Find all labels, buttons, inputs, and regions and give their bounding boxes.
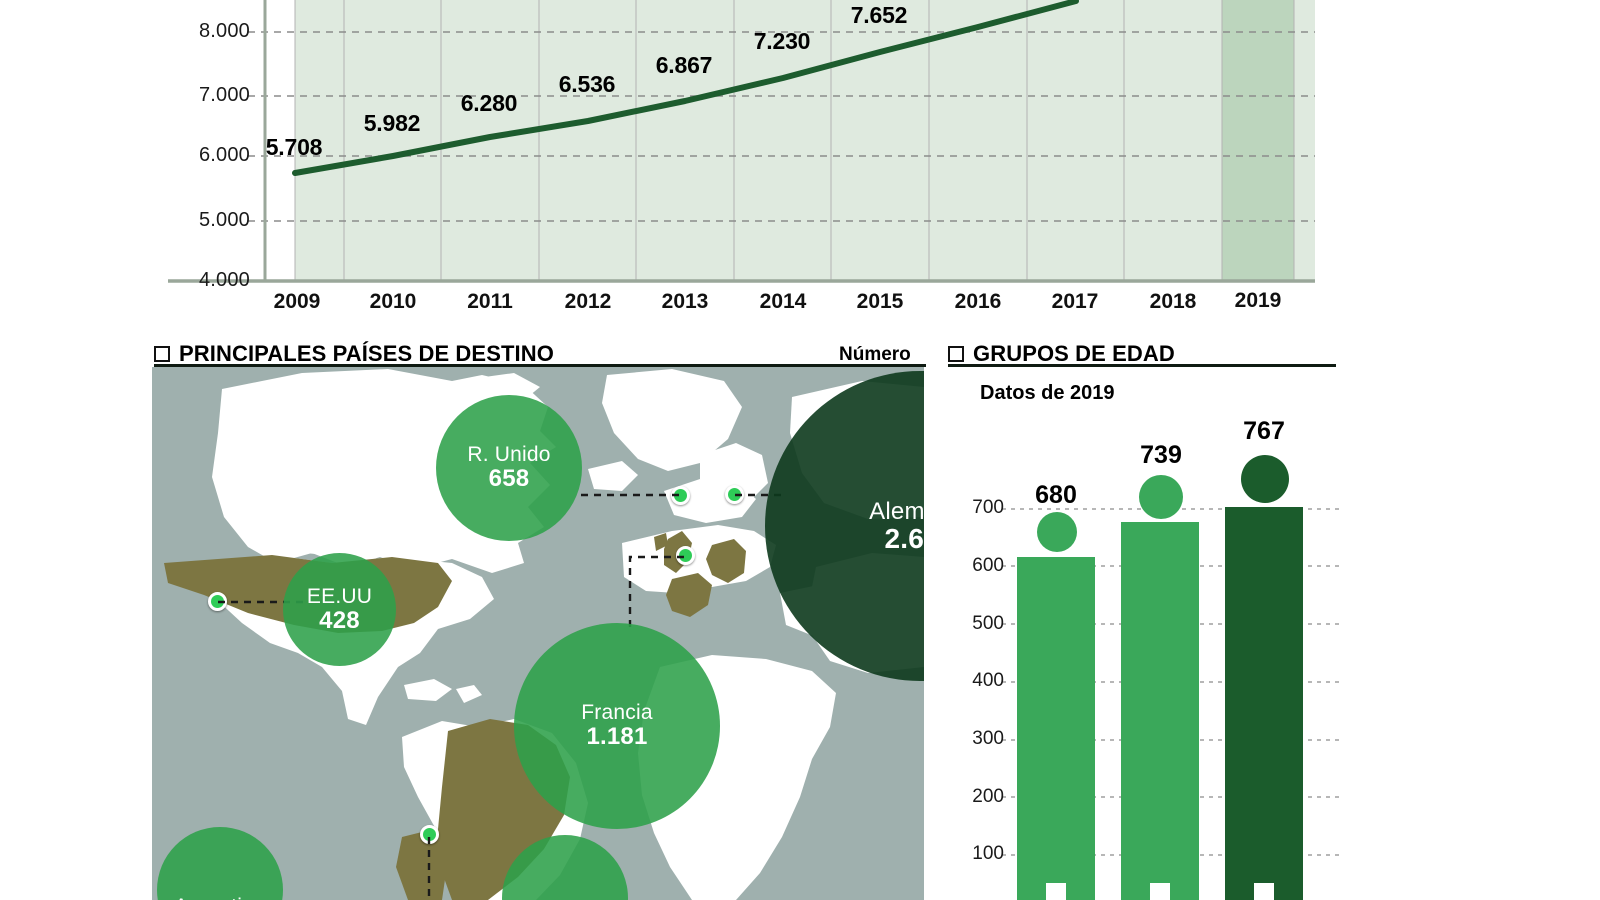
map-bubble-francia[interactable]: Francia 1.181	[514, 623, 720, 829]
line-xtick-2014: 2014	[759, 290, 807, 313]
highlight-band-2019	[1222, 0, 1294, 281]
bar-ytick-300: 300	[972, 728, 1004, 749]
bubble-value-alemania: 2.656	[884, 522, 924, 554]
age-groups-bar-chart: 700 600 500 400 300 200 100 680 739 767	[944, 367, 1344, 900]
vertical-gridlines	[294, 0, 1295, 281]
area-fill	[295, 0, 1315, 281]
bar-marker-circle-3	[1241, 455, 1289, 503]
bar-marker-circle-1	[1037, 512, 1077, 552]
line-xtick-2018: 2018	[1149, 290, 1197, 313]
line-ytick-5000: 5.000	[198, 209, 250, 231]
line-xtick-2016: 2016	[954, 290, 1002, 313]
bubble-value-eeuu: 428	[319, 606, 360, 634]
line-xtick-2011: 2011	[467, 290, 513, 313]
line-ytick-7000: 7.000	[198, 84, 250, 106]
bar-datalabel-1: 680	[1035, 481, 1077, 509]
section-header-edad: GRUPOS DE EDAD	[948, 341, 1175, 367]
line-datalabel-2014: 7.230	[753, 28, 811, 54]
section-rule-destinos	[154, 364, 926, 367]
line-xtick-2012: 2012	[564, 290, 612, 313]
section-title-edad: GRUPOS DE EDAD	[973, 341, 1175, 366]
horizontal-gridlines	[248, 31, 1315, 222]
section-header-destinos: PRINCIPALES PAÍSES DE DESTINO	[154, 341, 554, 367]
bullet-square-icon	[154, 346, 170, 362]
line-xtick-2019: 2019	[1234, 289, 1282, 312]
line-datalabel-2011: 6.280	[460, 90, 518, 116]
bar-ytick-100: 100	[972, 843, 1004, 864]
bar-notch-1	[1046, 883, 1066, 900]
bar-ytick-200: 200	[972, 786, 1004, 807]
bar-ytick-400: 400	[972, 670, 1004, 691]
line-datalabel-2016: 8.060	[922, 0, 1032, 5]
bubble-label-francia: Francia	[581, 701, 653, 725]
bar-grupo-3[interactable]	[1225, 507, 1303, 900]
area-fill-left	[295, 0, 1076, 173]
subtitle-datos-2019: Datos de 2019	[980, 382, 1115, 404]
bubble-label-argentina: Argentina	[174, 895, 266, 900]
line-ytick-4000: 4.000	[198, 269, 250, 291]
bar-grupo-2[interactable]	[1121, 522, 1199, 900]
line-chart-svg	[168, 0, 1315, 283]
line-datalabel-2015: 7.652	[850, 2, 908, 28]
destination-map[interactable]: R. Unido 658 Alemania 2.656 EE.UU 428 Fr…	[152, 367, 924, 900]
map-bubble-r-unido[interactable]: R. Unido 658	[436, 395, 582, 541]
map-marker-alemania[interactable]	[725, 485, 744, 504]
bar-marker-circle-2	[1139, 475, 1183, 519]
bubble-label-alemania: Alemania	[869, 497, 924, 525]
bar-grupo-1[interactable]	[1017, 557, 1095, 900]
line-xtick-2017: 2017	[1051, 290, 1099, 313]
bubble-label-eeuu: EE.UU	[306, 584, 373, 608]
line-ytick-6000: 6.000	[198, 144, 250, 166]
trend-line	[292, 0, 1079, 176]
section-rule-edad	[948, 364, 1336, 367]
unit-label-numero: Número	[839, 344, 911, 365]
bubble-label-r-unido: R. Unido	[467, 443, 551, 467]
line-datalabel-2013: 6.867	[655, 52, 713, 78]
map-marker-eeuu[interactable]	[208, 592, 227, 611]
bar-notch-3	[1254, 883, 1274, 900]
bar-notch-2	[1150, 883, 1170, 900]
line-ytick-8000: 8.000	[198, 20, 250, 42]
bullet-square-icon	[948, 346, 964, 362]
line-xtick-2010: 2010	[369, 290, 417, 313]
bar-ytick-500: 500	[972, 613, 1004, 634]
bar-datalabel-2: 739	[1140, 441, 1182, 469]
line-xtick-2015: 2015	[856, 290, 904, 313]
bar-datalabel-3: 767	[1243, 417, 1285, 445]
section-title-destinos: PRINCIPALES PAÍSES DE DESTINO	[179, 341, 554, 366]
map-marker-r-unido[interactable]	[671, 486, 690, 505]
bar-ytick-600: 600	[972, 555, 1004, 576]
line-xtick-2013: 2013	[661, 290, 709, 313]
line-datalabel-2009: 5.708	[265, 134, 323, 160]
bubble-value-r-unido: 658	[488, 465, 530, 493]
map-bubble-eeuu[interactable]: EE.UU 428	[283, 553, 396, 666]
line-datalabel-2012: 6.536	[558, 71, 616, 97]
map-marker-francia[interactable]	[676, 546, 695, 565]
map-marker-brasil[interactable]	[420, 825, 439, 844]
line-datalabel-2010: 5.982	[363, 110, 421, 136]
line-xtick-2009: 2009	[273, 290, 321, 313]
bubble-value-francia: 1.181	[586, 723, 648, 751]
bar-ytick-700: 700	[972, 497, 1004, 518]
line-chart-panel: 8.000 7.000 6.000 5.000 4.000 2009 2010 …	[0, 0, 1600, 330]
